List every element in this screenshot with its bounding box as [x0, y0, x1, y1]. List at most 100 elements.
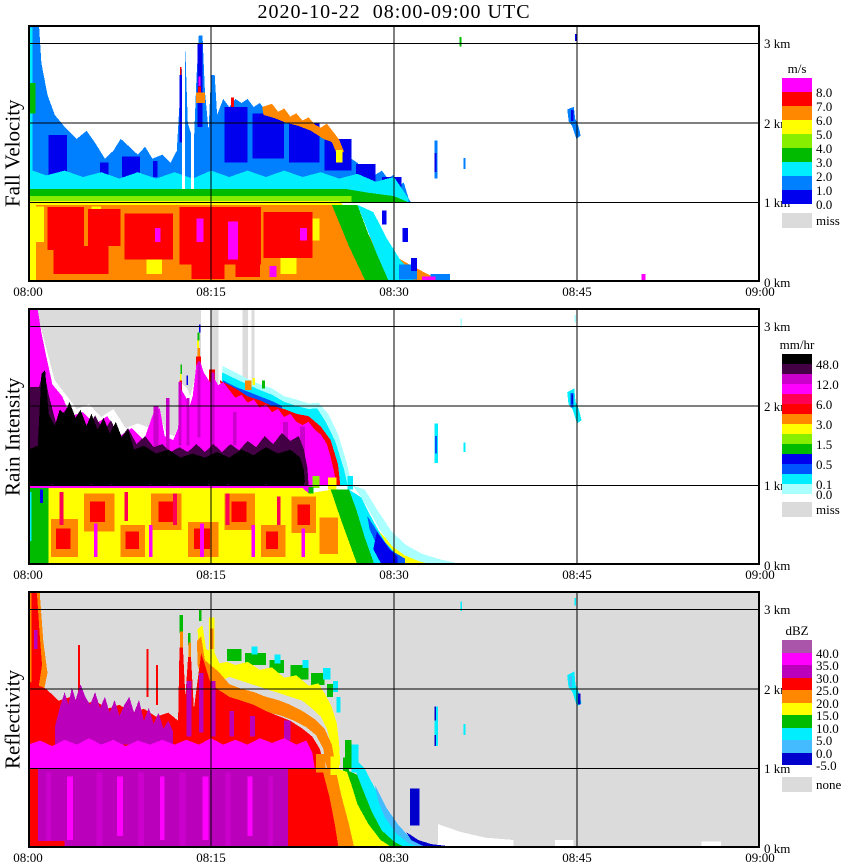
colorbar-title-reflectivity: dBZ — [785, 623, 809, 638]
x-tick-label: 08:45 — [562, 284, 592, 299]
echo-region — [197, 332, 200, 341]
y-tick-label: 3 km — [764, 36, 791, 52]
echo-region — [179, 207, 261, 265]
colorbar-value-label: 6.0 — [816, 397, 833, 412]
colorbar-band — [782, 374, 812, 384]
colorbar-value-label: 0.5 — [816, 457, 833, 472]
echo-region — [165, 397, 170, 454]
echo-region — [59, 491, 64, 526]
echo-region — [574, 315, 577, 323]
x-tick-label: 08:15 — [196, 567, 226, 582]
echo-region — [179, 631, 184, 650]
x-tick-label: 08:45 — [562, 850, 592, 865]
echo-region — [186, 397, 190, 446]
echo-region — [56, 528, 71, 550]
echo-region — [146, 649, 149, 697]
echo-region — [37, 840, 65, 848]
colorbar-value-label: 2.0 — [816, 169, 833, 184]
colorbar-band — [782, 464, 812, 474]
echo-region — [308, 487, 314, 494]
echo-region — [235, 262, 260, 278]
echo-region — [31, 591, 42, 713]
echo-region — [297, 504, 310, 526]
echo-region — [153, 161, 158, 177]
colorbar-band — [782, 474, 812, 484]
colorbar-value-label: 0.0 — [816, 745, 833, 761]
echo-region — [578, 693, 581, 705]
x-tick-label: 09:00 — [745, 567, 775, 582]
colorbar-band — [782, 120, 812, 134]
colorbar-band — [782, 354, 812, 364]
echo-region — [182, 25, 186, 192]
echo-region — [191, 261, 225, 279]
colorbar-band — [782, 162, 812, 176]
echo-region — [641, 274, 646, 281]
echo-region — [347, 475, 354, 490]
colorbar-value-label: 12.0 — [816, 377, 839, 392]
echo-region — [78, 645, 80, 697]
echo-region — [245, 380, 252, 390]
plot-border — [28, 25, 760, 282]
echo-region — [195, 92, 205, 103]
echo-region — [302, 660, 309, 669]
colorbar-band — [782, 640, 812, 653]
colorbar-value-label: 48.0 — [816, 357, 839, 372]
colorbar-miss-band — [782, 502, 812, 517]
colorbar-value-label: 0.0 — [816, 487, 833, 502]
colorbar-band — [782, 715, 812, 728]
echo-region — [434, 706, 438, 747]
colorbar-value-label: 40.0 — [816, 645, 839, 661]
colorbar-band — [782, 404, 812, 414]
echo-region — [90, 501, 105, 522]
colorbar-band — [782, 148, 812, 162]
ylabel-fall-velocity: Fall Velocity — [0, 99, 25, 208]
echo-region — [186, 375, 189, 386]
echo-region — [460, 601, 462, 611]
echo-region — [251, 646, 258, 655]
echo-region — [269, 266, 277, 278]
echo-region — [124, 213, 174, 260]
colorbar-band — [782, 690, 812, 703]
echo-region — [225, 493, 230, 526]
echo-region — [198, 673, 204, 733]
colorbar-title-fall-velocity: m/s — [787, 61, 807, 76]
echo-region — [179, 67, 182, 76]
echo-region — [67, 776, 74, 841]
echo-region — [331, 204, 390, 282]
echo-region — [159, 776, 165, 841]
echo-region — [96, 772, 103, 848]
colorbar-band — [782, 484, 812, 494]
echo-region — [190, 25, 195, 192]
colorbar-value-label: 5.0 — [816, 127, 833, 142]
echo-region — [224, 107, 248, 163]
plot-border — [28, 591, 760, 848]
colorbar-band — [782, 190, 812, 204]
echo-region — [180, 364, 182, 374]
echo-region — [373, 531, 398, 565]
colorbar-miss-band — [782, 777, 812, 792]
colorbar-band — [782, 92, 812, 106]
echo-region — [124, 491, 129, 522]
colorbar-value-label: 3.0 — [816, 417, 833, 432]
echo-region — [411, 258, 418, 271]
echo-region — [197, 625, 341, 769]
colorbar-value-label: 1.0 — [816, 183, 833, 198]
echo-region — [575, 33, 577, 41]
echo-region — [28, 204, 36, 282]
echo-region — [198, 609, 202, 622]
echo-region — [265, 531, 279, 550]
echo-region — [153, 405, 159, 454]
echo-region — [188, 642, 191, 657]
colorbar-band — [782, 652, 812, 665]
echo-region — [300, 426, 305, 454]
echo-region — [252, 378, 256, 386]
echo-region — [345, 739, 352, 769]
colorbar-value-label: 7.0 — [816, 99, 833, 114]
echo-region — [154, 227, 161, 243]
colorbar-band — [782, 740, 812, 753]
colorbar-band — [782, 454, 812, 464]
colorbar-band — [782, 134, 812, 148]
echo-region — [187, 633, 191, 646]
echo-region — [211, 680, 216, 737]
